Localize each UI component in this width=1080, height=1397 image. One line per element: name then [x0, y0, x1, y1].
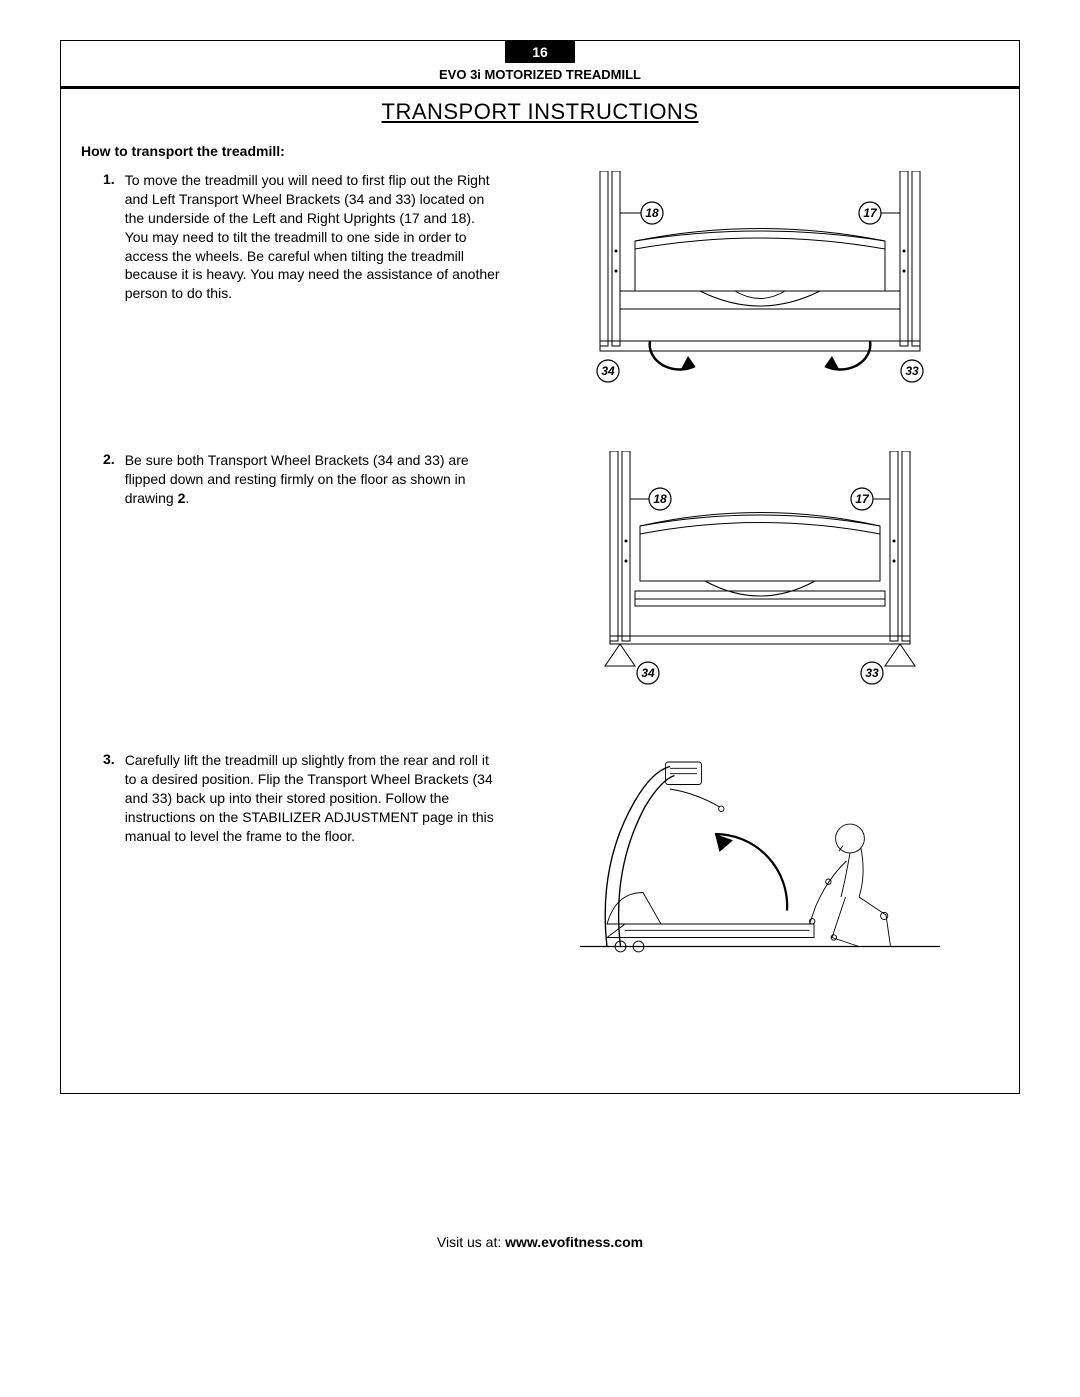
- step-2-diagram: 18 17 34 33: [521, 451, 999, 691]
- subheading-text: How to transport the treadmill: [81, 143, 280, 159]
- page-title: TRANSPORT INSTRUCTIONS: [61, 89, 1019, 133]
- diagram-1-callout-17: 17: [863, 206, 878, 220]
- step-1-diagram: 18 17 34 33: [521, 171, 999, 391]
- step-1-number: 1.: [103, 171, 115, 187]
- diagram-1-callout-33: 33: [905, 364, 919, 378]
- content-body: How to transport the treadmill: 1. To mo…: [61, 133, 1019, 1093]
- step-1-text-col: 1. To move the treadmill you will need t…: [81, 171, 501, 303]
- step-3-text-col: 3. Carefully lift the treadmill up sligh…: [81, 751, 501, 845]
- subheading-colon: :: [280, 143, 285, 159]
- diagram-2-callout-17: 17: [855, 492, 870, 506]
- footer-url: www.evofitness.com: [505, 1234, 643, 1250]
- step-2-text-suffix: .: [185, 490, 189, 506]
- step-1-text: To move the treadmill you will need to f…: [125, 171, 501, 303]
- step-2-text-prefix: Be sure both Transport Wheel Brackets (3…: [125, 452, 469, 506]
- step-3: 3. Carefully lift the treadmill up sligh…: [81, 751, 999, 971]
- diagram-1-svg: 18 17 34 33: [580, 171, 940, 391]
- step-2-text-col: 2. Be sure both Transport Wheel Brackets…: [81, 451, 501, 508]
- diagram-2-callout-18: 18: [653, 492, 667, 506]
- step-3-number: 3.: [103, 751, 115, 767]
- subheading: How to transport the treadmill:: [81, 143, 999, 159]
- diagram-2-callout-33: 33: [865, 666, 879, 680]
- step-1: 1. To move the treadmill you will need t…: [81, 171, 999, 391]
- diagram-1-callout-18: 18: [645, 206, 659, 220]
- diagram-1-callout-34: 34: [601, 364, 615, 378]
- footer-prefix: Visit us at:: [437, 1234, 505, 1250]
- step-2: 2. Be sure both Transport Wheel Brackets…: [81, 451, 999, 691]
- step-2-number: 2.: [103, 451, 115, 467]
- product-name: EVO 3i MOTORIZED TREADMILL: [61, 67, 1019, 82]
- diagram-2-callout-34: 34: [641, 666, 655, 680]
- diagram-2-svg: 18 17 34 33: [580, 451, 940, 691]
- header-section: 16 EVO 3i MOTORIZED TREADMILL: [61, 41, 1019, 87]
- diagram-3-svg: [580, 751, 940, 971]
- outer-frame: 16 EVO 3i MOTORIZED TREADMILL: [60, 40, 1020, 88]
- step-3-diagram: [521, 751, 999, 971]
- step-3-text: Carefully lift the treadmill up slightly…: [125, 751, 501, 845]
- footer: Visit us at: www.evofitness.com: [60, 1234, 1020, 1250]
- page-number: 16: [505, 41, 575, 63]
- step-2-text: Be sure both Transport Wheel Brackets (3…: [125, 451, 501, 508]
- content-frame: TRANSPORT INSTRUCTIONS How to transport …: [60, 88, 1020, 1094]
